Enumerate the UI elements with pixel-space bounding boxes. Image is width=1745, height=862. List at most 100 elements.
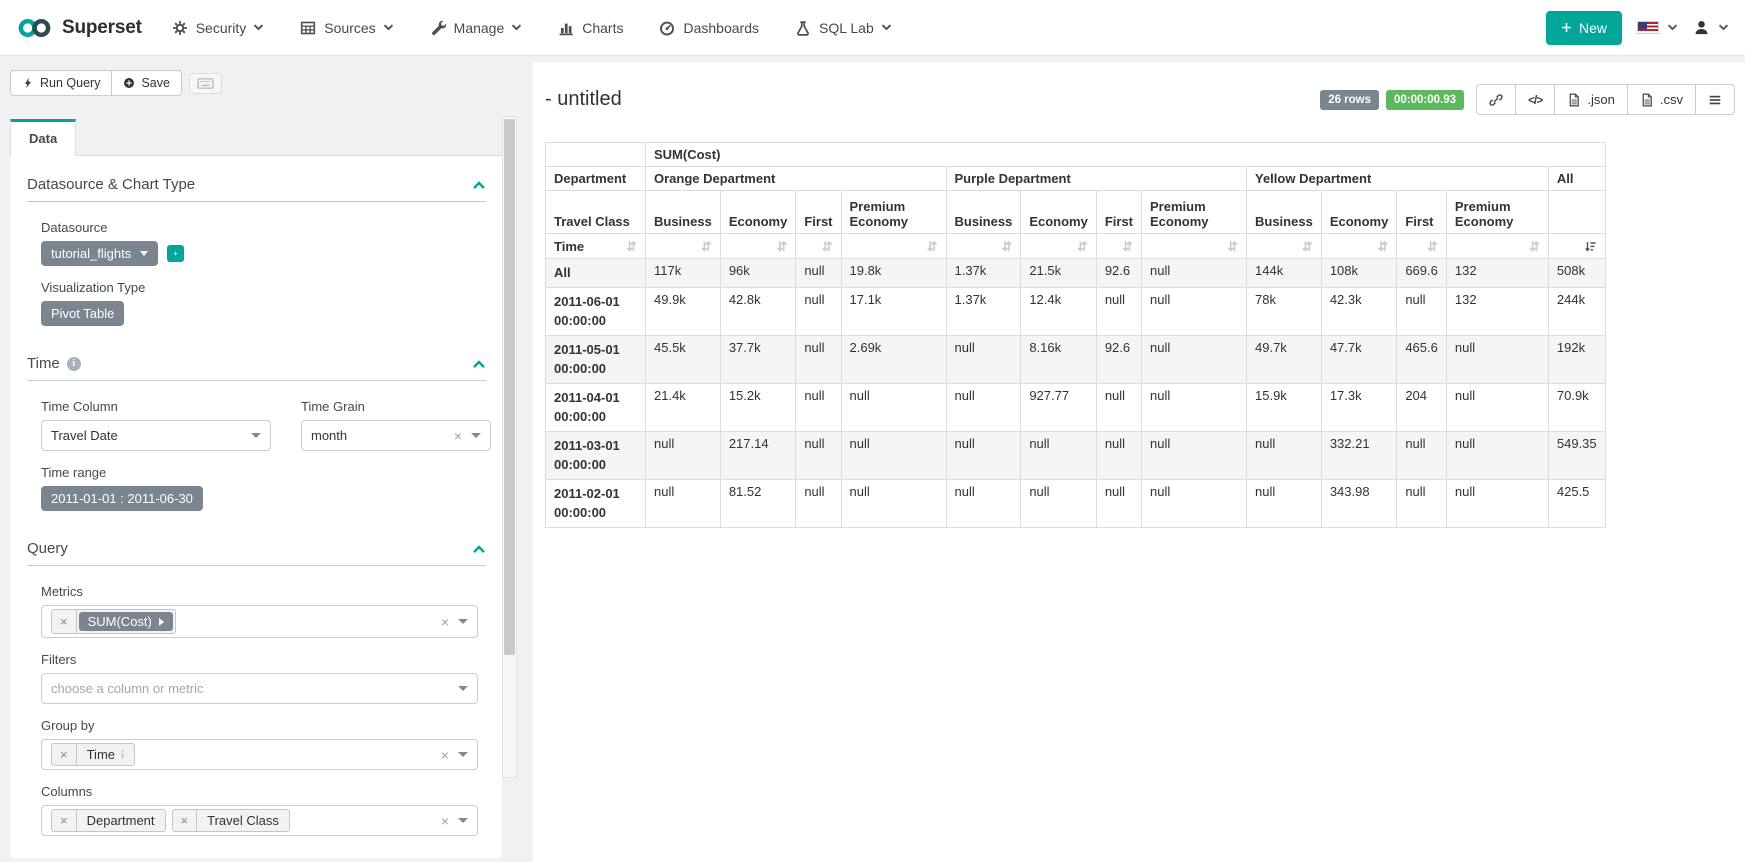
viz-type-select[interactable]: Pivot Table bbox=[41, 301, 125, 326]
metric-token[interactable]: × SUM(Cost) bbox=[51, 609, 176, 634]
pivot-time-sort-header[interactable]: Time ⇵ bbox=[545, 233, 646, 259]
sort-icon[interactable]: ⇵ bbox=[821, 238, 833, 254]
pivot-sort-header[interactable]: ⇵ bbox=[719, 233, 797, 259]
clear-icon[interactable]: × bbox=[440, 812, 449, 829]
share-link-button[interactable] bbox=[1476, 84, 1517, 115]
remove-token-icon[interactable]: × bbox=[173, 810, 198, 831]
user-icon[interactable] bbox=[1693, 19, 1710, 36]
sort-amount-desc-icon[interactable] bbox=[1584, 240, 1597, 253]
pivot-sort-header[interactable]: ⇵ bbox=[945, 233, 1022, 259]
brand[interactable]: Superset bbox=[16, 17, 142, 39]
sort-icon[interactable]: ⇵ bbox=[1122, 238, 1133, 254]
code-icon: </> bbox=[1528, 92, 1543, 107]
pivot-data-row: 2011-06-01 00:00:00 49.9k 42.8k null 17.1k 1.3… bbox=[545, 286, 1606, 336]
control-panel: Run Query Save Data bbox=[0, 56, 517, 858]
clear-icon[interactable]: × bbox=[440, 613, 449, 630]
add-datasource-button[interactable] bbox=[167, 245, 185, 263]
pivot-cell: 92.6 bbox=[1095, 258, 1143, 288]
pivot-sort-header[interactable]: ⇵ bbox=[1141, 233, 1247, 259]
pivot-sort-header[interactable]: ⇵ bbox=[1396, 233, 1447, 259]
pivot-sort-header[interactable]: ⇵ bbox=[1020, 233, 1097, 259]
caret-down-icon[interactable] bbox=[458, 818, 468, 823]
menu-button[interactable] bbox=[1695, 84, 1735, 115]
remove-token-icon[interactable]: × bbox=[52, 610, 77, 633]
keyboard-shortcuts-button[interactable] bbox=[188, 72, 222, 94]
token-label: Travel Class bbox=[207, 813, 279, 828]
sort-icon[interactable]: ⇵ bbox=[926, 238, 938, 254]
pivot-sort-header[interactable]: ⇵ bbox=[840, 233, 947, 259]
gears-icon bbox=[172, 20, 188, 36]
select-token[interactable]: × Travel Class bbox=[171, 809, 290, 832]
pivot-table: SUM(Cost) Department Orange Department Purp… bbox=[545, 142, 1606, 528]
pivot-sort-header[interactable]: ⇵ bbox=[1095, 233, 1143, 259]
collapse-chevron-up-icon[interactable] bbox=[472, 357, 486, 371]
user-chevron-icon[interactable] bbox=[1718, 22, 1729, 33]
left-panel-scrollbar[interactable] bbox=[502, 116, 517, 778]
time-column-select[interactable]: Travel Date bbox=[41, 420, 271, 451]
export-csv-button[interactable]: .csv bbox=[1626, 84, 1696, 115]
sort-icon[interactable]: ⇵ bbox=[1001, 238, 1013, 254]
sort-icon[interactable]: ⇵ bbox=[1076, 238, 1088, 254]
collapse-chevron-up-icon[interactable] bbox=[472, 178, 486, 192]
sort-icon[interactable]: ⇵ bbox=[1426, 238, 1438, 254]
export-json-button[interactable]: .json bbox=[1554, 84, 1628, 115]
clear-icon[interactable]: × bbox=[440, 746, 449, 763]
pivot-cell: null bbox=[1396, 430, 1447, 480]
language-flag-icon[interactable] bbox=[1637, 21, 1659, 34]
nav-item-security[interactable]: Security bbox=[172, 20, 265, 36]
metric-pill[interactable]: SUM(Cost) bbox=[78, 612, 173, 631]
filters-select[interactable]: choose a column or metric bbox=[41, 673, 478, 704]
caret-down-icon[interactable] bbox=[458, 619, 468, 624]
columns-select[interactable]: × Department × Travel Class × bbox=[41, 805, 478, 836]
datasource-label: Datasource bbox=[41, 220, 108, 235]
time-grain-select[interactable]: month × bbox=[301, 420, 491, 451]
pivot-sort-header-active[interactable] bbox=[1547, 233, 1606, 259]
json-label: .json bbox=[1587, 92, 1615, 107]
pivot-cell: 927.77 bbox=[1020, 382, 1097, 432]
caret-down-icon[interactable] bbox=[458, 752, 468, 757]
pivot-sort-header[interactable]: ⇵ bbox=[1445, 233, 1549, 259]
collapse-chevron-up-icon[interactable] bbox=[472, 542, 486, 556]
file-icon bbox=[1567, 93, 1581, 107]
new-button[interactable]: New bbox=[1545, 10, 1622, 45]
sort-icon[interactable]: ⇵ bbox=[1301, 238, 1313, 254]
chart-title: - untitled bbox=[545, 88, 622, 110]
info-icon: i bbox=[66, 356, 81, 371]
pivot-travel-class-header: Business bbox=[945, 190, 1022, 234]
pivot-sort-header[interactable]: ⇵ bbox=[1246, 233, 1322, 259]
time-range-select[interactable]: 2011-01-01 : 2011-06-30 bbox=[41, 486, 203, 511]
select-token[interactable]: × Department bbox=[51, 809, 166, 832]
pivot-sort-header[interactable]: ⇵ bbox=[1320, 233, 1398, 259]
groupby-select[interactable]: × Time i × bbox=[41, 739, 478, 770]
save-button[interactable]: Save bbox=[111, 70, 182, 96]
datasource-select[interactable]: tutorial_flights bbox=[41, 241, 159, 266]
view-query-button[interactable]: </> bbox=[1515, 84, 1556, 115]
nav-item-manage[interactable]: Manage bbox=[430, 20, 523, 36]
run-query-button[interactable]: Run Query bbox=[10, 70, 113, 96]
clear-icon[interactable]: × bbox=[453, 427, 462, 444]
tab-data[interactable]: Data bbox=[10, 119, 77, 156]
remove-token-icon[interactable]: × bbox=[52, 810, 77, 831]
remove-token-icon[interactable]: × bbox=[52, 744, 77, 765]
nav-item-sources[interactable]: Sources bbox=[300, 20, 393, 36]
pivot-sort-header[interactable]: ⇵ bbox=[645, 233, 721, 259]
caret-down-icon[interactable] bbox=[458, 686, 468, 691]
sort-icon[interactable]: ⇵ bbox=[700, 238, 712, 254]
caret-down-icon[interactable] bbox=[471, 433, 481, 438]
caret-down-icon[interactable] bbox=[251, 433, 261, 438]
nav-item-charts[interactable]: Charts bbox=[558, 20, 623, 36]
time-range-label: Time range bbox=[41, 465, 107, 480]
pivot-sort-header[interactable]: ⇵ bbox=[795, 233, 842, 259]
sort-icon[interactable]: ⇵ bbox=[1227, 238, 1238, 254]
metrics-select[interactable]: × SUM(Cost) × bbox=[41, 605, 478, 638]
nav-item-sql-lab[interactable]: SQL Lab bbox=[795, 20, 892, 36]
nav-item-label: Sources bbox=[324, 19, 376, 36]
scrollbar-thumb[interactable] bbox=[504, 119, 515, 655]
nav-item-dashboards[interactable]: Dashboards bbox=[659, 20, 759, 36]
sort-icon[interactable]: ⇵ bbox=[626, 238, 637, 254]
select-token[interactable]: × Time i bbox=[51, 743, 136, 766]
sort-icon[interactable]: ⇵ bbox=[776, 238, 788, 254]
sort-icon[interactable]: ⇵ bbox=[1528, 238, 1540, 254]
sort-icon[interactable]: ⇵ bbox=[1377, 238, 1389, 254]
language-chevron-icon[interactable] bbox=[1667, 22, 1678, 33]
